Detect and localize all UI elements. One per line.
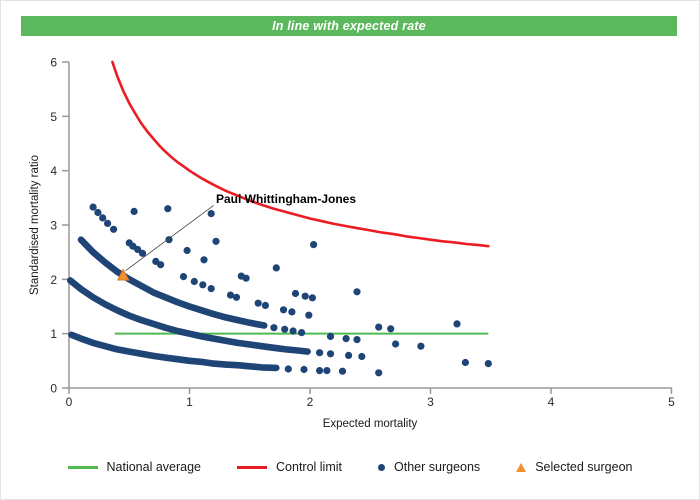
y-tick-label: 5	[50, 110, 57, 124]
other-surgeon-point[interactable]	[484, 360, 492, 368]
x-tick-label: 4	[548, 395, 555, 409]
legend-item-selected-surgeon: Selected surgeon	[516, 460, 632, 474]
x-tick-label: 0	[66, 395, 73, 409]
other-surgeon-point[interactable]	[417, 342, 425, 350]
other-surgeon-point[interactable]	[279, 306, 288, 314]
other-surgeon-point[interactable]	[134, 245, 142, 254]
legend-label-other-surgeons: Other surgeons	[394, 460, 481, 474]
other-surgeon-point[interactable]	[326, 350, 335, 358]
other-surgeon-point[interactable]	[183, 246, 191, 255]
other-surgeon-point[interactable]	[200, 256, 208, 264]
other-surgeon-point[interactable]	[342, 335, 350, 343]
other-surgeon-point[interactable]	[270, 324, 278, 332]
funnel-plot: 0 1 2 3 4 5 6 0 1 2 3 4 5 Paul Whittingham-Jones Expe…	[29, 56, 675, 430]
x-tick-label: 3	[427, 395, 434, 409]
plot-dynamic-layer: 0 1 2 3 4 5 6 0 1 2 3 4 5 Paul Whittingham-Jones	[50, 56, 675, 409]
selected-surgeon-triangle-swatch	[516, 462, 527, 472]
other-surgeon-point[interactable]	[392, 340, 400, 348]
legend-label-national-average: National average	[106, 460, 202, 474]
other-surgeon-point[interactable]	[300, 365, 308, 374]
other-surgeon-point[interactable]	[207, 210, 215, 218]
selected-surgeon-marker[interactable]	[116, 268, 130, 281]
y-tick-label: 2	[50, 273, 57, 287]
x-tick-label: 2	[307, 395, 314, 409]
other-surgeon-point[interactable]	[104, 219, 112, 227]
selected-surgeon-annotation[interactable]: Paul Whittingham-Jones	[216, 192, 356, 206]
other-surgeon-point[interactable]	[291, 289, 300, 298]
other-surgeon-point[interactable]	[301, 292, 309, 300]
y-tick-label: 3	[50, 219, 57, 233]
other-surgeon-point[interactable]	[310, 241, 318, 249]
other-surgeon-point[interactable]	[308, 294, 316, 302]
other-surgeon-point[interactable]	[232, 293, 241, 301]
other-surgeon-point[interactable]	[375, 323, 383, 331]
other-surgeon-point[interactable]	[353, 336, 361, 344]
other-surgeon-point[interactable]	[298, 329, 306, 337]
other-surgeon-point[interactable]	[165, 236, 173, 244]
other-surgeon-point[interactable]	[289, 327, 297, 335]
legend-label-control-limit: Control limit	[276, 460, 343, 474]
x-tick-label: 1	[186, 395, 193, 409]
status-banner: In line with expected rate	[21, 16, 677, 36]
other-surgeon-point[interactable]	[199, 281, 207, 289]
surgeon-band-band-3-deaths[interactable]	[77, 236, 268, 329]
other-surgeon-point[interactable]	[353, 288, 361, 296]
other-surgeon-point[interactable]	[164, 205, 172, 213]
other-surgeon-point[interactable]	[284, 365, 292, 373]
other-surgeon-dot-swatch	[378, 463, 386, 471]
other-surgeon-point[interactable]	[207, 285, 215, 293]
legend-item-national-average: National average	[67, 460, 202, 474]
other-surgeon-point[interactable]	[375, 369, 383, 377]
other-surgeon-point[interactable]	[179, 273, 188, 281]
surgeon-band-band-2-deaths[interactable]	[66, 277, 311, 355]
legend-label-selected-surgeon: Selected surgeon	[535, 460, 633, 474]
other-surgeon-point[interactable]	[212, 237, 220, 245]
other-surgeon-point[interactable]	[272, 264, 280, 272]
other-surgeon-point[interactable]	[99, 214, 107, 222]
other-surgeon-point[interactable]	[323, 367, 331, 375]
other-surgeon-point[interactable]	[288, 308, 296, 316]
other-surgeon-point[interactable]	[242, 274, 250, 282]
national-average-line-swatch	[67, 465, 98, 469]
other-surgeon-point[interactable]	[261, 301, 269, 309]
other-surgeon-point[interactable]	[461, 358, 469, 367]
other-surgeon-point[interactable]	[316, 349, 324, 357]
other-surgeon-point[interactable]	[226, 291, 235, 299]
other-surgeon-point[interactable]	[157, 261, 165, 269]
other-surgeon-point[interactable]	[358, 352, 366, 361]
control-limit-line-swatch	[237, 465, 268, 469]
chart-legend: National average Control limit Other sur…	[0, 457, 700, 477]
annotation-connector	[125, 205, 214, 271]
surgeon-band-band-1-death[interactable]	[68, 331, 280, 372]
other-surgeon-point[interactable]	[326, 332, 335, 340]
y-axis-title: Standardised mortality ratio	[29, 155, 41, 295]
other-surgeon-point[interactable]	[254, 299, 262, 307]
legend-item-control-limit: Control limit	[237, 460, 342, 474]
other-surgeon-point[interactable]	[345, 351, 353, 359]
y-tick-label: 4	[50, 164, 57, 178]
other-surgeon-point[interactable]	[94, 208, 102, 217]
other-surgeon-point[interactable]	[281, 325, 289, 333]
other-surgeon-point[interactable]	[453, 320, 461, 328]
other-surgeon-point[interactable]	[138, 249, 147, 257]
other-surgeon-point[interactable]	[316, 367, 324, 375]
other-surgeon-point[interactable]	[89, 203, 97, 211]
other-surgeon-point[interactable]	[305, 311, 313, 319]
other-surgeon-point[interactable]	[190, 277, 198, 286]
legend-item-other-surgeons: Other surgeons	[378, 460, 480, 474]
y-tick-label: 6	[50, 56, 57, 70]
y-tick-label: 1	[50, 327, 57, 341]
x-tick-label: 5	[668, 395, 675, 409]
other-surgeon-point[interactable]	[387, 325, 395, 333]
other-surgeon-point[interactable]	[110, 225, 118, 233]
other-surgeon-point[interactable]	[130, 207, 138, 215]
control-limit-curve	[111, 60, 490, 248]
x-axis-title: Expected mortality	[323, 418, 418, 430]
other-surgeon-point[interactable]	[338, 367, 347, 375]
y-tick-label: 0	[50, 382, 57, 396]
